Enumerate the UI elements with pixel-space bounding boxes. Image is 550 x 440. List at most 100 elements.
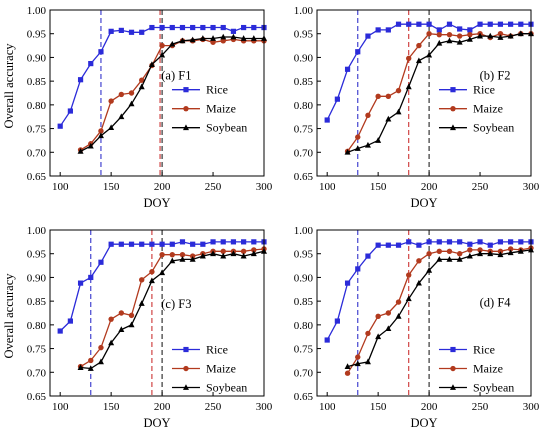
legend-maize-label: Maize xyxy=(473,362,503,376)
x-tick-label: 300 xyxy=(523,401,540,413)
legend-maize-label: Maize xyxy=(473,102,503,116)
maize-data-point xyxy=(108,98,114,104)
legend-soybean-label: Soybean xyxy=(473,381,514,395)
maize-data-point xyxy=(497,248,504,255)
y-tick-label: 0.70 xyxy=(294,367,314,379)
maize-series-line xyxy=(347,247,532,374)
x-tick-label: 300 xyxy=(523,181,540,193)
y-tick-label: 0.95 xyxy=(27,249,47,261)
soybean-data-point xyxy=(97,132,104,139)
legend: Rice Maize Soybean xyxy=(438,343,514,395)
maize-data-point xyxy=(128,312,135,319)
soybean-data-point xyxy=(415,279,422,286)
rice-data-point xyxy=(88,274,94,281)
rice-data-point xyxy=(436,239,442,245)
soybean-data-point xyxy=(456,38,463,45)
rice-data-point xyxy=(395,242,402,248)
maize-data-point xyxy=(169,251,175,258)
soybean-data-point xyxy=(477,250,484,257)
maize-data-point xyxy=(375,313,381,320)
rice-data-point xyxy=(190,24,196,31)
rice-data-point xyxy=(139,29,145,35)
maize-data-point xyxy=(139,77,145,83)
plot-frame xyxy=(49,229,265,397)
rice-data-point xyxy=(159,24,165,31)
soybean-data-point xyxy=(385,325,392,332)
soybean-data-point xyxy=(405,83,412,90)
y-tick-label: 1.00 xyxy=(294,5,314,17)
rice-data-point xyxy=(334,96,340,102)
rice-data-point xyxy=(477,239,483,245)
rice-data-point xyxy=(334,318,340,324)
x-tick-label: 150 xyxy=(370,181,387,193)
maize-data-point xyxy=(426,31,432,37)
soybean-data-point xyxy=(415,57,422,64)
rice-data-point xyxy=(355,266,361,272)
rice-data-point xyxy=(108,28,114,34)
y-tick-label: 0.65 xyxy=(27,171,47,183)
legend: Rice Maize Soybean xyxy=(171,343,247,395)
rice-data-point xyxy=(118,241,124,247)
rice-data-point xyxy=(179,239,186,245)
y-tick-label: 0.70 xyxy=(294,147,314,159)
legend-rice-marker xyxy=(450,346,456,353)
soybean-data-point xyxy=(128,100,135,107)
soybean-data-point xyxy=(118,113,125,120)
soybean-data-point xyxy=(108,339,115,346)
y-tick-label: 0.75 xyxy=(294,344,314,356)
legend-soybean-marker xyxy=(449,124,456,131)
soybean-data-point xyxy=(436,256,443,262)
x-tick-label: 150 xyxy=(103,181,120,193)
rice-data-point xyxy=(446,239,453,245)
maize-data-point xyxy=(416,258,422,264)
x-tick-label: 150 xyxy=(370,401,387,413)
legend-rice-marker xyxy=(183,346,189,353)
rice-data-point xyxy=(355,49,361,55)
legend-maize-marker xyxy=(450,365,456,372)
legend: Rice Maize Soybean xyxy=(171,83,247,135)
soybean-data-point xyxy=(230,250,237,257)
rice-data-point xyxy=(118,27,124,33)
rice-data-point xyxy=(467,241,473,247)
y-tick-label: 0.85 xyxy=(27,296,47,308)
x-tick-label: 200 xyxy=(154,401,171,413)
x-tick-label: 300 xyxy=(256,401,273,413)
rice-data-point xyxy=(220,239,226,245)
maize-data-point xyxy=(375,93,381,100)
y-tick-label: 0.80 xyxy=(294,320,314,332)
soybean-data-point xyxy=(395,108,402,115)
legend-rice-label: Rice xyxy=(206,83,228,97)
soybean-data-point xyxy=(250,35,257,41)
soybean-data-point xyxy=(169,257,176,264)
maize-data-point xyxy=(240,248,247,255)
soybean-data-point xyxy=(477,32,484,39)
rice-data-point xyxy=(436,27,442,33)
y-tick-label: 0.65 xyxy=(27,391,47,403)
rice-data-point xyxy=(230,239,237,245)
soybean-data-point xyxy=(87,142,94,149)
soybean-data-point xyxy=(426,51,433,58)
soybean-data-point xyxy=(364,141,371,148)
maize-data-point xyxy=(456,251,463,257)
maize-data-point xyxy=(467,31,473,38)
rice-data-point xyxy=(200,241,206,247)
y-tick-label: 1.00 xyxy=(27,225,47,237)
maize-data-point xyxy=(118,91,125,98)
rice-data-point xyxy=(149,241,155,247)
rice-data-point xyxy=(344,280,351,286)
maize-data-point xyxy=(446,248,453,255)
rice-data-point xyxy=(169,24,175,31)
plot-frame xyxy=(49,9,265,177)
rice-data-point xyxy=(365,33,371,39)
soybean-data-point xyxy=(118,326,125,332)
y-tick-label: 1.00 xyxy=(27,5,47,17)
soybean-data-point xyxy=(210,250,217,257)
soybean-data-point xyxy=(159,269,166,276)
x-tick-label: 250 xyxy=(472,401,489,413)
soybean-data-point xyxy=(487,250,494,257)
panel-label: (d) F4 xyxy=(480,295,512,309)
legend-maize-marker xyxy=(450,105,456,112)
y-tick-label: 0.65 xyxy=(294,171,314,183)
maize-data-point xyxy=(416,42,422,49)
